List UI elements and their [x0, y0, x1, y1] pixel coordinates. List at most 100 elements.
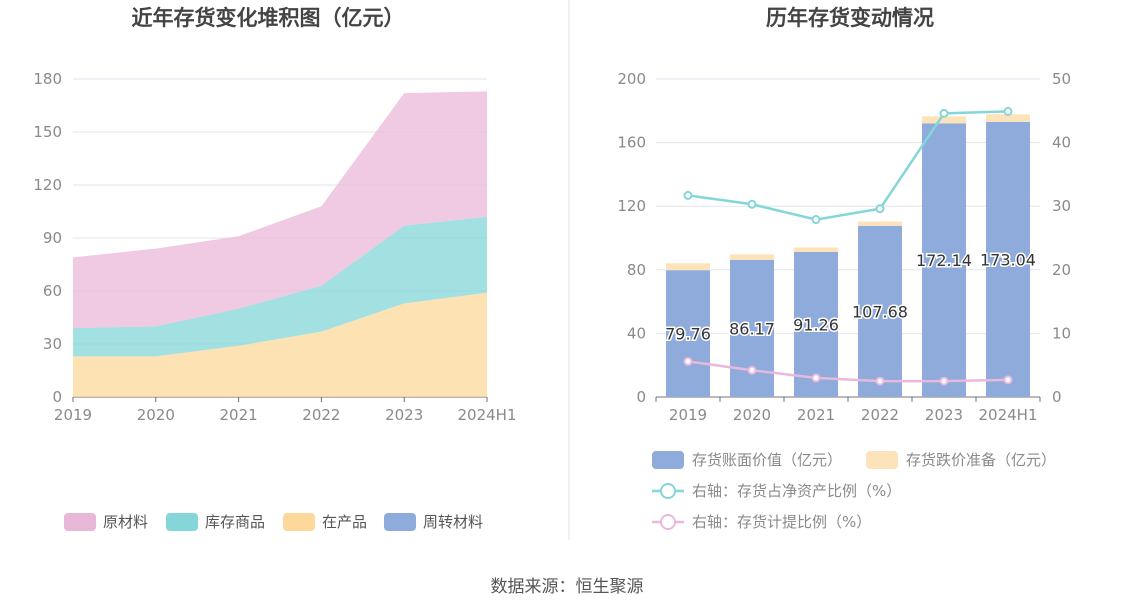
legend-swatch — [166, 513, 198, 531]
legend-label: 库存商品 — [205, 513, 265, 531]
legend-label: 存货账面价值（亿元） — [692, 451, 842, 469]
left-x-tick-label: 2024H1 — [458, 406, 517, 424]
right-y-ticks-right: 0 10 20 30 40 50 — [1052, 70, 1071, 406]
bar-data-label: 172.14 — [916, 251, 972, 270]
line-point — [875, 204, 885, 214]
bar-impairment-provision — [922, 116, 966, 124]
right-legend: 存货账面价值（亿元） 存货跌价准备（亿元） 右轴：存货占净资产比例（%） 右轴：存货计… — [652, 451, 1056, 531]
left-y-tick-label: 150 — [33, 123, 62, 141]
line-point — [939, 108, 949, 118]
left-y-tick-label: 90 — [43, 229, 62, 247]
right-y-left-tick-label: 160 — [617, 134, 646, 152]
right-y-left-tick-label: 120 — [617, 197, 646, 215]
right-x-tick-label: 2023 — [925, 406, 963, 424]
left-x-tick-label: 2022 — [302, 406, 340, 424]
left-legend-item[interactable]: 库存商品 — [166, 513, 265, 531]
bar-impairment-provision — [730, 254, 774, 260]
legend-label: 周转材料 — [423, 513, 483, 531]
bar-book-value — [922, 123, 966, 398]
right-y-right-tick-label: 0 — [1052, 388, 1062, 406]
line-point — [683, 190, 693, 200]
right-y-ticks-left: 0 40 80 120 160 200 — [617, 70, 646, 406]
left-x-ticks: 2019 2020 2021 2022 2023 2024H1 — [54, 397, 517, 424]
right-chart-title: 历年存货变动情况 — [766, 6, 934, 30]
right-legend-item[interactable]: 右轴：存货计提比例（%） — [652, 513, 871, 531]
left-legend-item[interactable]: 周转材料 — [384, 513, 483, 531]
legend-swatch — [866, 451, 898, 469]
right-x-tick-label: 2021 — [797, 406, 835, 424]
area-series-在产品 — [73, 292, 487, 397]
right-lines — [683, 106, 1013, 386]
right-data-labels: 79.76 86.17 91.26 107.68 172.14 173.04 — [664, 249, 1038, 345]
bar-data-label: 91.26 — [793, 315, 839, 334]
right-legend-item[interactable]: 右轴：存货占净资产比例（%） — [652, 482, 901, 500]
line-point — [811, 373, 821, 383]
line-point — [747, 365, 757, 375]
left-y-tick-label: 180 — [33, 70, 62, 88]
left-legend-item[interactable]: 原材料 — [64, 513, 148, 531]
legend-label: 在产品 — [322, 513, 367, 531]
area-series-库存商品 — [73, 216, 487, 357]
right-y-right-tick-label: 10 — [1052, 324, 1071, 342]
left-y-tick-label: 120 — [33, 176, 62, 194]
right-x-tick-label: 2020 — [733, 406, 771, 424]
right-y-right-tick-label: 30 — [1052, 197, 1071, 215]
legend-label: 右轴：存货占净资产比例（%） — [692, 482, 901, 500]
legend-marker — [660, 483, 676, 499]
legend-marker — [660, 514, 676, 530]
bar-data-label: 86.17 — [729, 319, 775, 338]
right-bars — [666, 114, 1030, 398]
bar-impairment-provision — [666, 263, 710, 271]
left-y-tick-label: 30 — [43, 335, 62, 353]
bar-data-label: 173.04 — [980, 250, 1036, 269]
legend-swatch — [283, 513, 315, 531]
legend-swatch — [64, 513, 96, 531]
bar-impairment-provision — [986, 114, 1030, 122]
right-y-right-tick-label: 20 — [1052, 261, 1071, 279]
left-x-tick-label: 2021 — [220, 406, 258, 424]
legend-swatch — [652, 451, 684, 469]
left-legend-item[interactable]: 在产品 — [283, 513, 367, 531]
line-point — [939, 376, 949, 386]
right-y-left-tick-label: 200 — [617, 70, 646, 88]
bar-data-label: 107.68 — [852, 302, 908, 321]
legend-swatch — [384, 513, 416, 531]
line-point — [1003, 106, 1013, 116]
legend-label: 右轴：存货计提比例（%） — [692, 513, 871, 531]
left-x-tick-label: 2020 — [137, 406, 175, 424]
right-y-left-tick-label: 40 — [627, 324, 646, 342]
legend-label: 原材料 — [103, 513, 148, 531]
bar-impairment-provision — [794, 247, 838, 252]
area-series-原材料 — [73, 91, 487, 329]
right-y-left-tick-label: 80 — [627, 261, 646, 279]
right-y-right-tick-label: 50 — [1052, 70, 1071, 88]
left-chart-title: 近年存货变化堆积图（亿元） — [132, 6, 405, 30]
right-y-left-tick-label: 0 — [636, 388, 646, 406]
line-point — [875, 376, 885, 386]
bar-book-value — [666, 270, 710, 397]
bar-data-label: 79.76 — [665, 325, 711, 344]
line-point — [683, 356, 693, 366]
right-x-ticks: 2019 2020 2021 2022 2023 2024H1 — [655, 397, 1041, 424]
right-y-right-tick-label: 40 — [1052, 134, 1071, 152]
bar-book-value — [794, 251, 838, 397]
legend-label: 存货跌价准备（亿元） — [906, 451, 1056, 469]
line-point — [1003, 375, 1013, 385]
bar-book-value — [986, 121, 1030, 398]
left-y-tick-label: 0 — [52, 388, 62, 406]
bar-impairment-provision — [858, 221, 902, 226]
line-series-0 — [687, 110, 1009, 221]
data-source: 数据来源：恒生聚源 — [491, 577, 644, 597]
left-y-ticks: 0 30 60 90 120 150 180 — [33, 70, 62, 406]
left-areas — [73, 91, 487, 397]
right-x-tick-label: 2024H1 — [979, 406, 1038, 424]
bar-line-chart: 历年存货变动情况 79.76 86.17 91.26 107.68 172.14 173.… — [617, 6, 1071, 531]
left-x-tick-label: 2023 — [385, 406, 423, 424]
right-legend-item[interactable]: 存货跌价准备（亿元） — [866, 451, 1056, 469]
right-legend-item[interactable]: 存货账面价值（亿元） — [652, 451, 842, 469]
line-point — [811, 215, 821, 225]
line-series-1 — [687, 360, 1009, 383]
right-x-tick-label: 2019 — [669, 406, 707, 424]
